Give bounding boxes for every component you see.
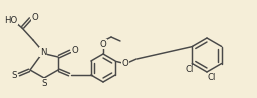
- Text: S: S: [41, 78, 47, 88]
- Text: S: S: [11, 72, 17, 80]
- Text: O: O: [32, 13, 38, 22]
- Text: Cl: Cl: [185, 65, 194, 74]
- Text: HO: HO: [4, 15, 18, 24]
- Text: Cl: Cl: [208, 74, 216, 83]
- Text: O: O: [100, 39, 106, 49]
- Text: N: N: [40, 48, 46, 57]
- Text: O: O: [72, 45, 78, 54]
- Text: O: O: [122, 59, 128, 68]
